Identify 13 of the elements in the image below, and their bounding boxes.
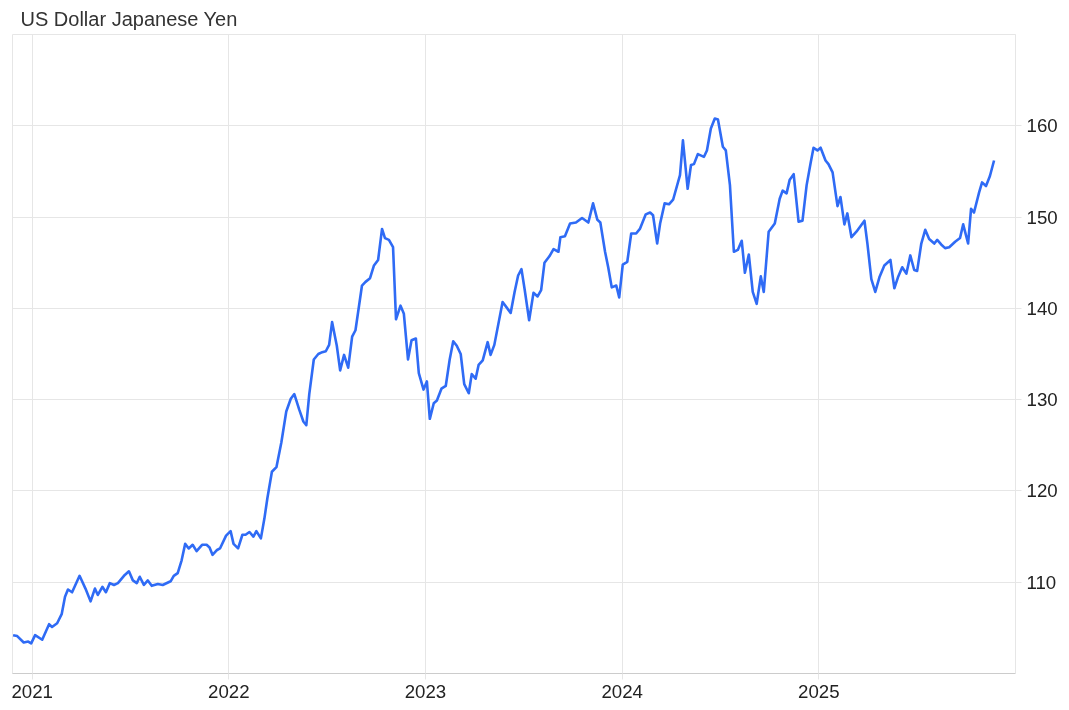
y-tick-label: 130 <box>1026 389 1058 411</box>
y-tick-label: 140 <box>1026 297 1058 319</box>
x-tick-label: 2022 <box>208 680 250 702</box>
chart-title: US Dollar Japanese Yen <box>20 7 238 30</box>
y-tick-label: 110 <box>1026 571 1057 593</box>
x-tick-label: 2025 <box>798 680 840 702</box>
x-tick-label: 2023 <box>404 680 447 702</box>
y-tick-label: 150 <box>1026 206 1058 228</box>
line-series <box>12 117 996 645</box>
y-tick-label: 120 <box>1026 480 1058 502</box>
x-tick-label: 2024 <box>601 680 643 702</box>
y-tick-label: 160 <box>1026 115 1058 137</box>
x-tick-label: 2021 <box>11 680 53 702</box>
